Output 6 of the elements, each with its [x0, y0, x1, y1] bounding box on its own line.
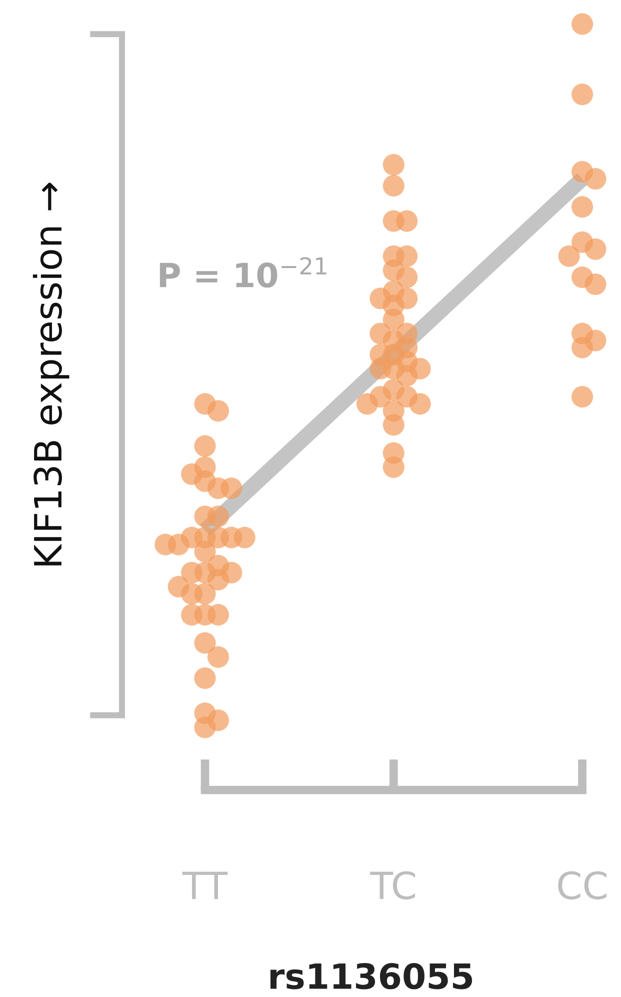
annotation: P = 10$^{−21}$	[160, 257, 326, 288]
x-tick-label: TC	[370, 871, 416, 900]
y-axis-title: KIF13B expression →	[32, 182, 70, 566]
x-axis-title: rs1136055	[270, 963, 472, 990]
x-tick-label: TT	[182, 872, 228, 900]
x-tick-label: CC	[558, 871, 606, 900]
